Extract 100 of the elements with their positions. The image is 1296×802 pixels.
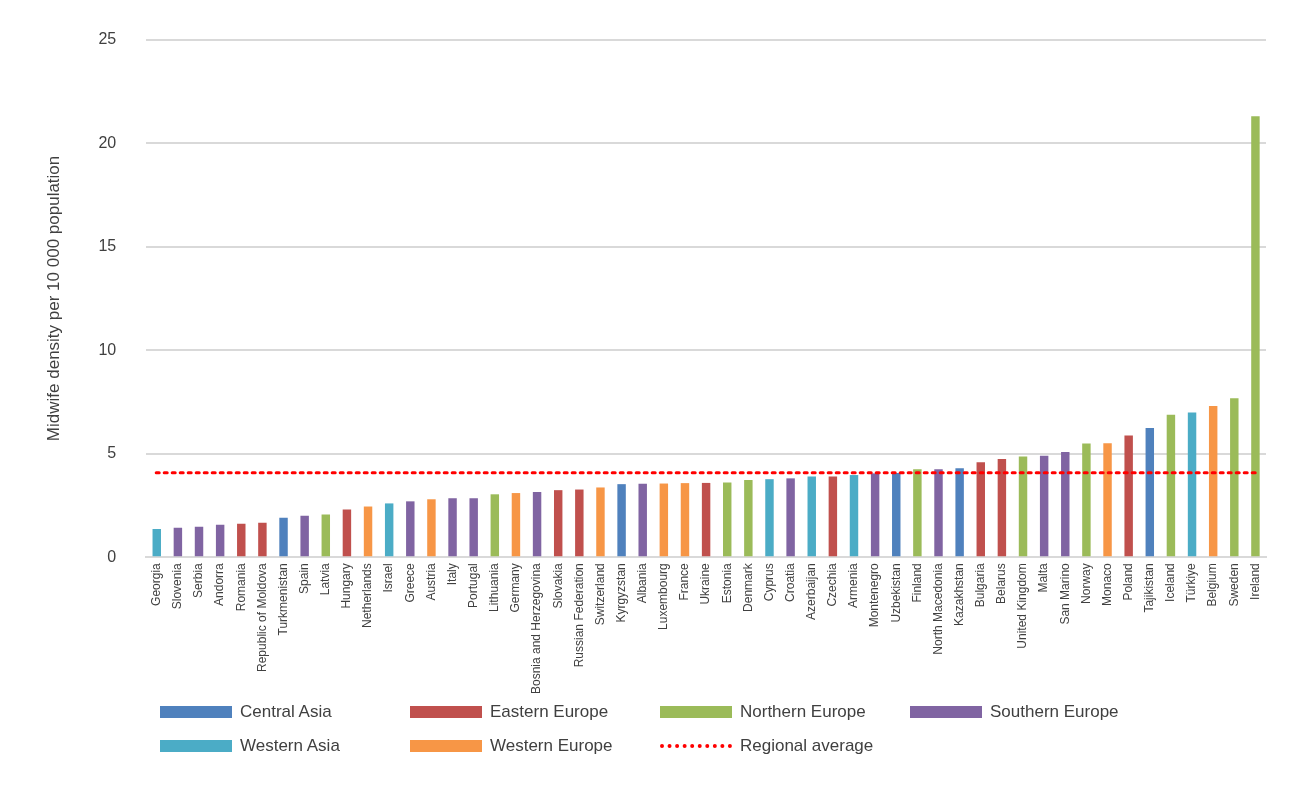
- bar: [828, 476, 838, 557]
- bar: [955, 468, 964, 557]
- bar: [279, 517, 288, 557]
- bar: [1187, 412, 1197, 557]
- x-tick-label: Estonia: [719, 562, 734, 604]
- legend-label: Southern Europe: [990, 702, 1119, 722]
- bar: [575, 489, 584, 557]
- bar: [321, 514, 331, 557]
- bar: [701, 482, 711, 557]
- bar: [723, 482, 732, 557]
- y-tick-label: 15: [98, 237, 117, 255]
- x-tick-label: Ukraine: [698, 562, 713, 605]
- x-tick-label: Tajikistan: [1142, 563, 1157, 613]
- x-tick-label: Spain: [296, 563, 311, 594]
- bar: [1230, 398, 1239, 557]
- y-tick-label: 20: [98, 133, 117, 151]
- x-tick-label: Slovakia: [550, 562, 565, 609]
- x-tick-label: United Kingdom: [1015, 563, 1030, 649]
- x-tick-label: Republic of Moldova: [254, 562, 269, 672]
- x-tick-label: Georgia: [149, 562, 164, 606]
- bar: [363, 506, 373, 557]
- x-tick-label: Andorra: [212, 562, 227, 606]
- bar: [215, 524, 225, 557]
- x-tick-label: Russian Federation: [571, 563, 586, 668]
- y-tick-label: 0: [107, 547, 117, 565]
- x-tick-label: Netherlands: [360, 563, 375, 628]
- legend-label: Central Asia: [240, 702, 332, 722]
- x-tick-label: Latvia: [318, 562, 333, 596]
- bar: [532, 492, 542, 557]
- x-tick-label: Cyprus: [761, 563, 776, 602]
- bar: [680, 483, 690, 557]
- x-tick-label: Sweden: [1226, 563, 1241, 607]
- x-tick-label: Armenia: [846, 562, 861, 608]
- bar: [300, 515, 309, 557]
- bar: [1018, 456, 1028, 557]
- x-tick-label: Germany: [508, 563, 523, 613]
- x-tick-label: Türkiye: [1184, 562, 1199, 603]
- x-tick-label: Bosnia and Herzegovina: [529, 562, 544, 695]
- bar: [152, 528, 161, 557]
- x-tick-label: Monaco: [1099, 562, 1114, 606]
- x-tick-label: Poland: [1120, 563, 1135, 601]
- x-tick-label: Denmark: [740, 562, 755, 612]
- bar: [744, 480, 753, 557]
- legend-label: Western Europe: [490, 736, 613, 756]
- bar: [807, 476, 816, 557]
- x-tick-label: Romania: [233, 562, 248, 612]
- bar: [892, 472, 901, 557]
- legend-label: Eastern Europe: [490, 702, 609, 722]
- bar: [427, 499, 436, 557]
- x-tick-label: Finland: [909, 563, 924, 603]
- x-tick-label: Bulgaria: [973, 562, 988, 608]
- bar: [406, 501, 415, 557]
- bar: [976, 462, 985, 557]
- bar: [638, 483, 647, 557]
- bar: [1145, 428, 1155, 557]
- x-tick-label: Austria: [423, 562, 438, 601]
- x-tick-label: Uzbekistan: [888, 563, 903, 623]
- x-tick-label: Serbia: [191, 562, 206, 598]
- bar: [786, 478, 795, 557]
- bar: [849, 475, 859, 557]
- x-tick-label: Albania: [635, 562, 650, 604]
- bar: [617, 484, 626, 557]
- x-tick-label: Ireland: [1247, 563, 1262, 600]
- x-tick-label: North Macedonia: [930, 562, 945, 655]
- bar: [913, 469, 922, 557]
- x-tick-label: Luxembourg: [656, 563, 671, 630]
- bar: [765, 479, 774, 557]
- legend-label: Northern Europe: [740, 702, 866, 722]
- y-tick-label: 5: [107, 444, 117, 462]
- x-tick-label: Portugal: [466, 563, 480, 608]
- x-tick-label: Czechia: [825, 562, 840, 607]
- bar: [659, 483, 669, 557]
- x-tick-label: Azerbaijan: [804, 563, 819, 620]
- x-tick-label: Israel: [381, 563, 396, 593]
- bar: [1082, 443, 1091, 557]
- bar: [1039, 455, 1049, 557]
- x-tick-label: Italy: [444, 563, 459, 586]
- x-tick-label: France: [677, 562, 692, 601]
- legend-label: Regional average: [740, 736, 874, 756]
- bar: [1166, 414, 1176, 557]
- x-tick-label: Kyrgyzstan: [613, 563, 628, 623]
- x-tick-label: Hungary: [339, 563, 354, 609]
- bar: [1061, 452, 1070, 557]
- bar: [1103, 443, 1112, 557]
- x-tick-label: Greece: [402, 562, 417, 603]
- bar: [258, 522, 267, 557]
- y-tick-label: 25: [98, 30, 117, 48]
- x-tick-label: Turkmenistan: [275, 563, 290, 636]
- bar: [596, 487, 605, 557]
- bar: [237, 523, 246, 557]
- bar: [997, 458, 1007, 557]
- legend-label: Western Asia: [240, 736, 340, 756]
- bar: [870, 473, 880, 557]
- x-tick-label: Kazakhstan: [951, 563, 966, 626]
- y-axis-title: Midwife density per 10 000 population: [43, 155, 63, 442]
- x-tick-label: Montenegro: [867, 562, 882, 628]
- bar: [1208, 406, 1218, 557]
- x-tick-label: Slovenia: [170, 562, 185, 610]
- bar: [384, 503, 394, 557]
- bar: [490, 494, 500, 557]
